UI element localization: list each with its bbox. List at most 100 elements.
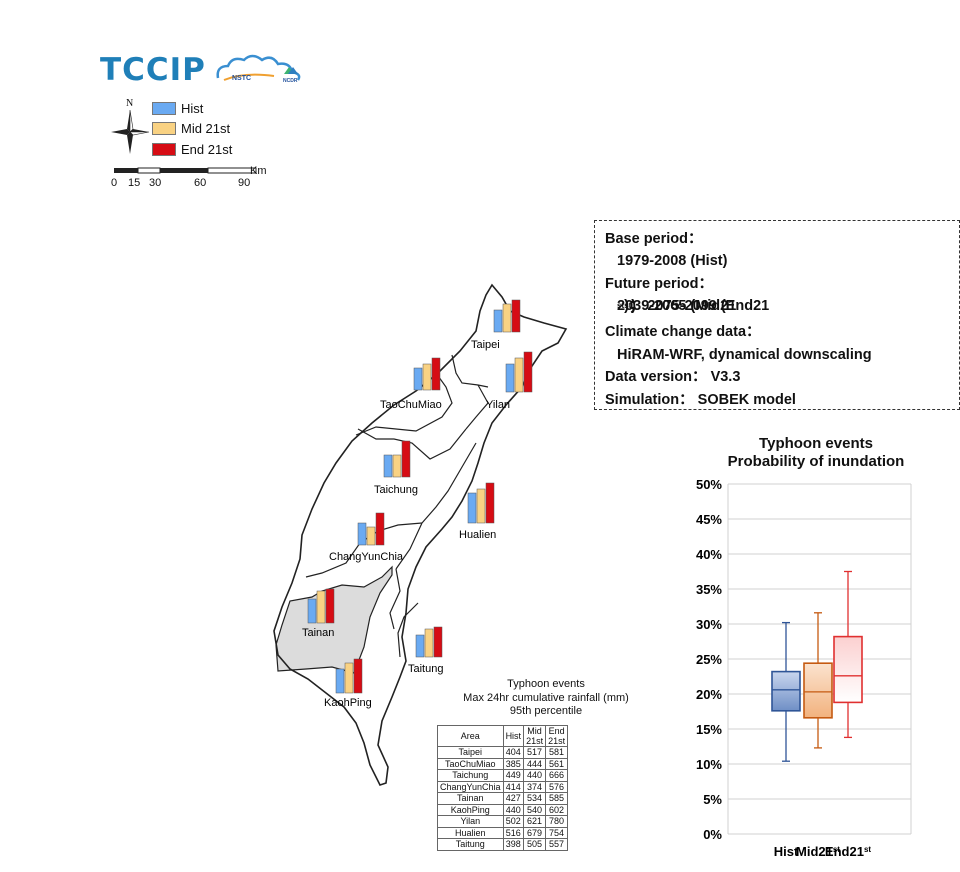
y-tick-label: 40% [696, 547, 722, 562]
map-label-hualien: Hualien [459, 529, 496, 541]
mini-bars-taichung [383, 440, 411, 478]
box-mid21 [803, 662, 833, 719]
table-cell: Taichung [437, 769, 504, 782]
legend-item-mid: Mid 21st [152, 119, 232, 140]
table-row: Taichung 449 440 666 [437, 769, 569, 782]
table-cell: 440 [523, 769, 547, 782]
compass-icon [111, 109, 150, 154]
y-tick-label: 25% [696, 652, 722, 667]
y-axis-ticks: 0% 5% 10% 15% 20% 25% 30% 35% 40% 45% 50% [696, 477, 722, 842]
map-legend: Hist Mid 21st End 21st [152, 98, 232, 160]
table-cell: 374 [523, 780, 547, 793]
simulation-model: Simulation： SOBEK model [605, 391, 796, 408]
scale-tick: 0 [111, 177, 118, 189]
rainfall-table-title: Typhoon events Max 24hr cumulative rainf… [446, 678, 646, 719]
future-period-value: 2039-2065 (Mid21 st)； 2075-2099 (End21 st) [605, 295, 949, 321]
rainfall-table: Area Hist Mid 21st End 21st Taipei 404 517… [437, 725, 569, 851]
table-cell: 517 [523, 746, 547, 759]
table-cell: Taitung [437, 838, 504, 851]
scale-tick: 90 [238, 177, 251, 189]
legend-swatch-hist [152, 101, 176, 115]
table-cell: 557 [545, 838, 569, 851]
box-end21 [833, 635, 863, 704]
table-cell: Tainan [437, 792, 504, 805]
table-title-line: Max 24hr cumulative rainfall (mm) [463, 691, 629, 704]
table-cell: 666 [545, 769, 569, 782]
legend-label-hist: Hist [181, 100, 204, 116]
table-cell: 404 [502, 746, 525, 759]
table-cell: 440 [502, 803, 525, 816]
map-label-changyunchia: ChangYunChia [329, 551, 404, 563]
table-cell: Hualien [437, 826, 504, 839]
table-header-row: Area Hist Mid 21st End 21st [437, 725, 569, 747]
mini-bars-yilan [505, 351, 533, 393]
table-title-line: 95th percentile [509, 705, 583, 717]
compass-north-label: N [126, 98, 134, 109]
table-row: Taipei 404 517 581 [437, 746, 569, 759]
table-cell: 540 [523, 803, 547, 816]
table-row: Tainan 427 534 585 [437, 792, 569, 805]
boxplot-series [771, 570, 863, 762]
y-tick-label: 35% [696, 582, 722, 597]
table-cell: 385 [502, 757, 525, 770]
y-tick-label: 45% [696, 512, 722, 527]
table-cell: KaohPing [437, 803, 504, 816]
table-cell: 780 [545, 815, 569, 828]
legend-item-hist: Hist [152, 98, 232, 119]
taiwan-map: Taipei TaoChuMiao Yilan Taichung Hualien… [273, 283, 568, 786]
climate-data-value: HiRAM-WRF, dynamical downscaling [617, 346, 872, 363]
mini-bars-taipei [493, 299, 521, 333]
table-header: Mid 21st [523, 725, 547, 747]
y-tick-label: 30% [696, 617, 722, 632]
table-cell: 585 [545, 792, 569, 805]
boxplot-chart: 0% 5% 10% 15% 20% 25% 30% 35% 40% 45% 50% HistMid2… [696, 477, 912, 859]
table-cell: 534 [523, 792, 547, 805]
mini-bars-kaohping [335, 658, 363, 694]
mini-bars-hualien [467, 482, 495, 524]
ncdr-logo: NCDR [283, 78, 298, 84]
scale-tick: 30 [149, 177, 162, 189]
table-cell: 602 [545, 803, 569, 816]
map-label-kaohping: KaohPing [324, 697, 372, 709]
scale-tick: 15 [128, 177, 141, 189]
cloud-logo-icon [216, 54, 301, 81]
future-mid-sup: st [617, 301, 625, 311]
nstc-logo: NSTC [232, 75, 252, 82]
map-label-taochumiao: TaoChuMiao [380, 399, 442, 411]
mini-bars-changyunchia [357, 512, 385, 546]
mini-bars-taitung [415, 626, 443, 658]
table-header: End 21st [545, 725, 569, 747]
future-end-text: )； 2075-2099 (End21 [624, 298, 770, 315]
map-label-tainan: Tainan [302, 627, 334, 639]
table-cell: Yilan [437, 815, 504, 828]
table-row: KaohPing 440 540 602 [437, 803, 569, 816]
future-end-sup: st [624, 301, 632, 311]
chart-title: Typhoon events Probability of inundation [686, 435, 946, 471]
table-cell: 561 [545, 757, 569, 770]
table-cell: 398 [502, 838, 525, 851]
chart-gridlines [727, 483, 912, 835]
legend-label-mid: Mid 21st [181, 121, 231, 137]
table-cell: 621 [523, 815, 547, 828]
scale-unit: Km [250, 165, 267, 177]
y-tick-label: 10% [696, 757, 722, 772]
table-cell: 502 [502, 815, 525, 828]
table-row: Yilan 502 621 780 [437, 815, 569, 828]
y-tick-label: 5% [703, 792, 722, 807]
x-tick-label: End21st [825, 844, 871, 859]
tccip-logo: TCCIP [100, 52, 206, 88]
legend-swatch-end [152, 142, 176, 156]
table-cell: ChangYunChia [437, 780, 504, 793]
base-period-value: 1979-2008 (Hist) [617, 253, 728, 270]
table-cell: 449 [502, 769, 525, 782]
climate-data-label: Climate change data： [605, 324, 761, 341]
future-mid-text: 2039-2065 (Mid21 [617, 298, 737, 315]
map-label-taitung: Taitung [408, 663, 443, 675]
table-cell: 754 [545, 826, 569, 839]
table-cell: 414 [502, 780, 525, 793]
map-label-taichung: Taichung [374, 484, 418, 496]
mini-bars-taochumiao [413, 357, 441, 391]
legend-item-end: End 21st [152, 139, 232, 160]
mini-bars-tainan [307, 588, 335, 624]
